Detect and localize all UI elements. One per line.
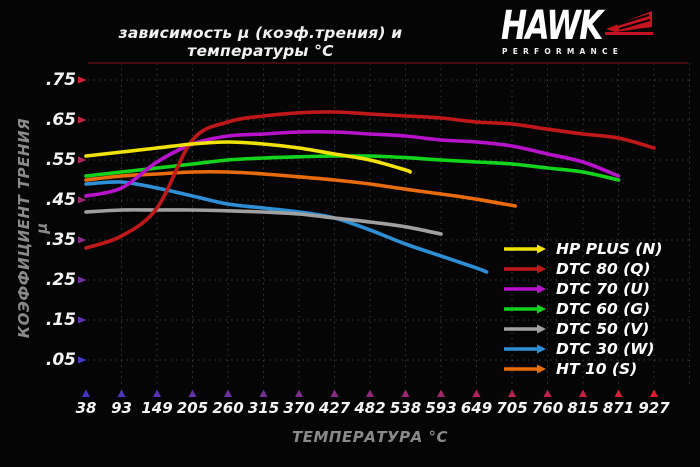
legend-item: DTC 70 (U) (503, 279, 650, 299)
y-tick-arrow-icon (78, 356, 87, 364)
x-tick-arrow-icon (82, 389, 90, 397)
x-tick-label: 205 (176, 399, 209, 417)
legend-label: DTC 80 (Q) (556, 260, 651, 278)
x-tick-label: 649 (460, 399, 493, 417)
x-tick-arrow-icon (472, 389, 481, 397)
x-tick-label: 927 (638, 399, 670, 417)
legend-item: HP PLUS (N) (503, 239, 662, 259)
y-tick-arrow-icon (78, 116, 87, 124)
y-tick-label: .15 (45, 310, 76, 330)
x-tick-label: 482 (354, 399, 386, 417)
y-tick-label: .45 (45, 190, 76, 210)
x-tick-arrow-icon (153, 389, 161, 397)
y-tick-arrow-icon (78, 236, 87, 244)
legend-label: DTC 50 (V) (556, 320, 650, 338)
y-tick-arrow-icon (78, 156, 87, 164)
legend-label: DTC 60 (G) (556, 300, 651, 318)
x-tick-label: 815 (567, 399, 599, 417)
legend-item: DTC 30 (W) (503, 339, 654, 359)
x-axis-title: ТЕМПЕРАТУРА °C (292, 428, 448, 446)
series-curve-dtc-60-g (84, 154, 621, 182)
series-curve-ht-10-s (84, 169, 518, 208)
x-tick-arrow-icon (330, 389, 339, 397)
y-tick-label: .35 (45, 230, 76, 250)
logo-subtitle: PERFORMANCE (502, 47, 624, 56)
x-tick-arrow-icon (579, 389, 587, 397)
x-tick-arrow-icon (366, 389, 374, 397)
legend-label: DTC 70 (U) (556, 280, 650, 298)
x-tick-label: 760 (531, 399, 564, 417)
x-tick-arrow-icon (401, 389, 410, 397)
logo-flag-icon (605, 11, 653, 35)
y-axis-title: КОЭФФИЦИЕНТ ТРЕНИЯ μ (15, 117, 51, 339)
legend-label: HT 10 (S) (556, 360, 638, 378)
x-tick-label: 427 (318, 399, 351, 417)
x-tick-arrow-icon (295, 389, 303, 397)
x-tick-label: 705 (496, 399, 528, 417)
x-tick-arrow-icon (188, 389, 197, 397)
legend-swatch-icon (504, 304, 546, 314)
legend-item: DTC 60 (G) (503, 299, 650, 319)
y-tick-label: .25 (45, 270, 76, 290)
legend-swatch-icon (504, 284, 546, 294)
y-tick-arrow-icon (78, 316, 87, 324)
hawk-logo: HAWK PERFORMANCE (501, 3, 653, 57)
legend-swatch-icon (504, 244, 546, 254)
legend-item: DTC 80 (Q) (503, 259, 651, 279)
x-tick-label: 260 (212, 399, 244, 417)
y-tick-arrow-icon (78, 196, 87, 204)
x-tick-label: 538 (389, 399, 422, 417)
x-tick-label: 370 (283, 399, 315, 417)
legend-swatch-icon (504, 264, 546, 274)
legend-swatch-icon (504, 344, 546, 354)
series-curve-hp-plus-n (84, 140, 412, 174)
legend-item: HT 10 (S) (503, 359, 637, 379)
y-tick-arrow-icon (78, 276, 87, 284)
x-tick-arrow-icon (117, 389, 126, 397)
x-tick-label: 315 (247, 399, 280, 417)
x-tick-label: 38 (75, 399, 97, 417)
x-tick-arrow-icon (224, 389, 232, 397)
series-curve-dtc-30-w (84, 180, 489, 274)
x-tick-label: 871 (602, 399, 635, 417)
y-tick-label: .05 (45, 350, 76, 370)
x-tick-arrow-icon (508, 389, 516, 397)
legend-label: DTC 30 (W) (556, 340, 655, 358)
y-tick-label: .65 (45, 110, 76, 130)
legend-item: DTC 50 (V) (503, 319, 649, 339)
x-tick-arrow-icon (614, 389, 623, 397)
y-tick-arrow-icon (78, 76, 87, 84)
legend-label: HP PLUS (N) (556, 240, 663, 258)
x-tick-arrow-icon (437, 389, 445, 397)
x-tick-arrow-icon (543, 389, 552, 397)
y-tick-label: .55 (45, 150, 76, 170)
y-tick-label: .75 (45, 70, 76, 90)
legend-swatch-icon (504, 324, 546, 334)
x-tick-label: 593 (425, 399, 457, 417)
x-tick-label: 93 (111, 399, 132, 417)
series-curve-dtc-50-v (84, 208, 443, 236)
chart-title: зависимость μ (коэф.трения) и температур… (118, 24, 403, 60)
x-tick-arrow-icon (650, 389, 658, 397)
series-curve-dtc-80-q (84, 110, 656, 250)
legend-swatch-icon (504, 364, 546, 374)
x-tick-label: 149 (141, 399, 173, 417)
series-curve-dtc-70-u (84, 129, 621, 198)
logo-brand-text: HAWK (501, 3, 603, 49)
x-tick-arrow-icon (259, 389, 268, 397)
